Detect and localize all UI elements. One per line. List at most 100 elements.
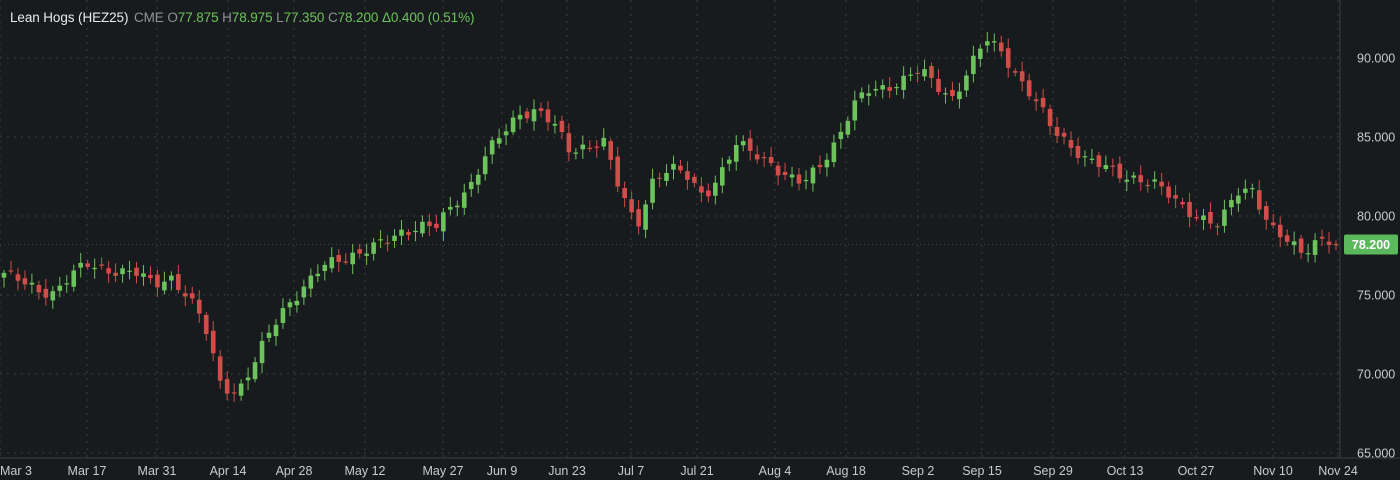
candle-down: [685, 171, 690, 180]
candle-up: [468, 181, 474, 190]
candle-up: [1250, 188, 1255, 190]
candle-down: [629, 199, 634, 213]
candle-down: [678, 165, 683, 171]
candle-down: [1215, 226, 1220, 228]
candle-up: [454, 205, 460, 208]
candle-up: [266, 332, 272, 338]
candle-down: [99, 264, 104, 266]
candle-down: [231, 392, 237, 394]
candle-down: [43, 288, 49, 298]
candle-up: [517, 114, 523, 120]
x-tick-label: Nov 24: [1318, 464, 1358, 478]
candle-down: [155, 274, 160, 288]
candle-down: [1019, 71, 1025, 82]
candle-up: [866, 93, 872, 96]
candle-up: [364, 253, 369, 256]
candle-down: [1040, 97, 1046, 108]
candle-up: [1124, 179, 1130, 182]
candle-down: [1277, 224, 1283, 238]
candle-up: [399, 229, 404, 236]
candle-down: [1187, 201, 1192, 218]
candle-down: [929, 66, 934, 78]
candle-down: [768, 156, 774, 164]
x-tick-label: Jul 21: [680, 464, 713, 478]
candle-down: [113, 272, 118, 276]
y-tick-label: 70.000: [1357, 368, 1395, 382]
y-tick-label: 75.000: [1357, 289, 1395, 303]
last-price-label: 78.200: [1352, 238, 1390, 252]
candle-up: [503, 131, 509, 136]
candle-up: [873, 88, 879, 91]
candle-down: [1075, 146, 1081, 158]
candle-down: [15, 274, 21, 281]
candle-down: [183, 293, 188, 297]
candle-down: [657, 177, 662, 179]
last-price-badge: [1344, 234, 1398, 255]
candle-down: [406, 232, 411, 235]
candle-up: [1152, 179, 1157, 182]
candle-up: [294, 300, 300, 306]
candle-down: [1138, 175, 1144, 183]
candle-down: [1326, 241, 1332, 245]
candle-down: [747, 138, 753, 151]
candle-up: [726, 159, 732, 164]
candle-down: [1263, 206, 1269, 220]
candle-down: [336, 254, 342, 262]
candle-down: [1012, 71, 1018, 73]
candle-down: [1180, 202, 1185, 205]
candle-down: [1117, 163, 1123, 179]
candle-down: [1033, 99, 1039, 102]
low-value: 77.350: [283, 10, 325, 25]
candle-up: [894, 86, 899, 89]
candle-down: [1284, 235, 1290, 242]
candle-down: [224, 379, 230, 394]
candle-up: [838, 131, 844, 140]
candle-down: [622, 188, 627, 199]
candle-down: [1270, 222, 1276, 226]
candle-up: [1243, 188, 1248, 193]
candle-down: [782, 171, 788, 176]
candle-up: [1103, 165, 1109, 170]
y-tick-label: 90.000: [1357, 52, 1395, 66]
candle-up: [252, 362, 258, 380]
candle-up: [1222, 209, 1227, 226]
candle-up: [1229, 200, 1234, 208]
candle-up: [273, 324, 279, 337]
x-tick-label: Mar 3: [0, 464, 32, 478]
candle-up: [824, 159, 830, 168]
candle-up: [92, 267, 97, 270]
candle-up: [489, 140, 495, 155]
candle-up: [531, 109, 537, 122]
candle-down: [636, 209, 641, 227]
candle-down: [615, 156, 620, 187]
candle-up: [392, 235, 397, 241]
candle-down: [8, 270, 14, 272]
candle-down: [775, 165, 781, 176]
candle-up: [1236, 195, 1241, 204]
close-value: 78.200: [337, 10, 379, 25]
candle-up: [496, 138, 502, 144]
candle-up: [64, 283, 70, 285]
candle-up: [1201, 215, 1206, 221]
candle-down: [608, 141, 614, 160]
candle-down: [1194, 217, 1199, 219]
candle-down: [189, 293, 195, 299]
candle-up: [308, 275, 314, 289]
candle-down: [106, 268, 111, 274]
exchange-label: CME: [134, 10, 164, 25]
candle-up: [803, 179, 809, 182]
candle-up: [1, 272, 7, 278]
candle-up: [1305, 253, 1311, 255]
candle-up: [378, 239, 383, 241]
symbol-name: Lean Hogs (HEZ25): [10, 10, 129, 25]
x-tick-label: Jul 7: [618, 464, 644, 478]
candle-down: [538, 108, 544, 112]
y-tick-label: 65.000: [1357, 447, 1395, 461]
candle-up: [880, 85, 886, 90]
candle-down: [1256, 190, 1262, 210]
candle-up: [964, 75, 969, 91]
candle-up: [162, 281, 167, 291]
candle-down: [1005, 48, 1011, 68]
